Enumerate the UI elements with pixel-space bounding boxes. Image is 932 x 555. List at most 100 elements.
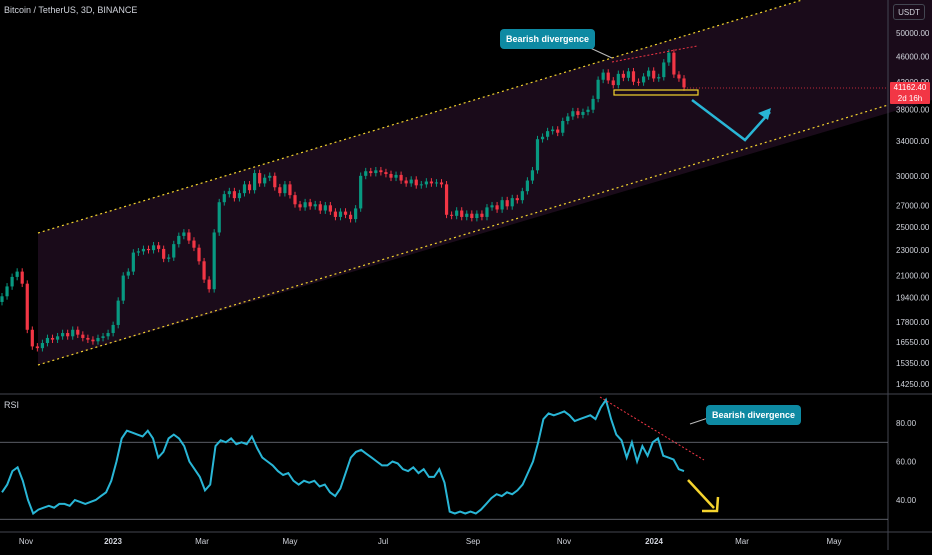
price-tick-label: 30000.00 — [896, 172, 930, 181]
candle-body — [621, 73, 625, 78]
candle-body — [20, 271, 24, 284]
candle-body — [576, 111, 580, 115]
channel-upper-line — [37, 0, 803, 234]
candle-body — [177, 235, 181, 245]
candle-body — [91, 339, 95, 342]
candle-body — [409, 179, 413, 184]
candle-body — [667, 52, 671, 63]
candle-body — [303, 202, 307, 208]
candle-body — [399, 174, 403, 181]
projection-arrow — [691, 99, 771, 142]
candle-body — [384, 172, 388, 174]
callout-pointer-rsi — [689, 417, 709, 425]
price-tick-label: 21000.00 — [896, 272, 930, 281]
candle-body — [556, 129, 560, 133]
time-tick-label: 2023 — [104, 537, 122, 546]
candle-body — [581, 111, 585, 115]
candle-body — [374, 170, 378, 174]
symbol-title: Bitcoin / TetherUS, 3D, BINANCE — [4, 5, 138, 15]
candle-body — [485, 207, 489, 217]
time-tick-label: May — [826, 537, 841, 546]
candles-group — [0, 49, 686, 352]
candle-body — [364, 171, 368, 176]
candle-body — [212, 232, 216, 290]
candle-body — [121, 275, 125, 301]
candle-body — [35, 346, 39, 349]
candle-body — [490, 205, 494, 208]
price-tick-label: 19400.00 — [896, 294, 930, 303]
candle-body — [338, 211, 343, 217]
candle-body — [263, 177, 267, 184]
candle-body — [631, 71, 636, 82]
last-price-tag: 41162.40 2d 16h — [890, 82, 930, 104]
time-tick-label: Jul — [378, 537, 388, 546]
candle-body — [10, 276, 14, 287]
candle-body — [495, 205, 499, 210]
rsi-divergence-callout[interactable]: Bearish divergence — [706, 405, 802, 425]
candle-body — [657, 77, 661, 79]
price-tick-label: 34000.00 — [896, 137, 930, 146]
candle-body — [424, 181, 428, 185]
price-divergence-line — [611, 45, 698, 63]
candle-body — [475, 213, 479, 219]
candle-body — [429, 181, 434, 184]
price-tick-label: 17800.00 — [896, 318, 930, 327]
candle-body — [611, 80, 615, 86]
candle-body — [354, 208, 358, 220]
candle-body — [641, 76, 646, 83]
candle-body — [0, 296, 4, 302]
candle-body — [566, 116, 570, 122]
candle-body — [394, 174, 398, 178]
price-tick-label: 38000.00 — [896, 106, 930, 115]
candle-body — [227, 191, 231, 195]
candle-body — [369, 171, 373, 174]
candle-body — [444, 184, 449, 215]
candle-body — [293, 195, 297, 205]
candle-body — [530, 170, 535, 181]
time-tick-label: Nov — [19, 537, 33, 546]
candle-body — [298, 204, 302, 208]
candle-body — [551, 129, 555, 132]
candle-body — [15, 271, 19, 277]
candle-body — [202, 261, 206, 280]
price-tick-label: 15350.00 — [896, 359, 930, 368]
candle-body — [141, 248, 146, 252]
candle-body — [5, 286, 9, 297]
candle-body — [601, 72, 605, 80]
price-tick-label: 25000.00 — [896, 223, 930, 232]
price-tick-label: 14250.00 — [896, 380, 930, 389]
candle-body — [268, 175, 272, 178]
candle-body — [313, 204, 317, 207]
candle-body — [647, 70, 651, 77]
candle-body — [470, 213, 474, 219]
candle-body — [460, 210, 464, 217]
candle-body — [616, 73, 620, 86]
candle-body — [106, 333, 110, 337]
candle-body — [540, 136, 545, 140]
rsi-line — [1, 397, 685, 516]
candle-body — [162, 248, 166, 259]
candle-body — [278, 187, 282, 194]
rsi-divergence-line — [599, 396, 705, 461]
candle-body — [222, 194, 226, 203]
candle-body — [359, 175, 363, 209]
candle-body — [126, 271, 130, 276]
candle-body — [652, 70, 656, 79]
rsi-projection-arrow — [687, 479, 715, 509]
candle-body — [146, 248, 151, 251]
currency-selector[interactable]: USDT — [893, 4, 925, 20]
candle-body — [283, 184, 287, 194]
rsi-indicator-label[interactable]: RSI — [4, 400, 20, 410]
candle-body — [535, 139, 540, 171]
candle-body — [505, 200, 509, 207]
candle-body — [455, 210, 459, 216]
candle-body — [116, 300, 120, 325]
candle-body — [662, 62, 666, 78]
candle-body — [252, 173, 257, 191]
candle-body — [561, 121, 565, 133]
candle-body — [61, 333, 65, 337]
candle-body — [45, 337, 50, 344]
price-divergence-callout[interactable]: Bearish divergence — [500, 29, 596, 49]
